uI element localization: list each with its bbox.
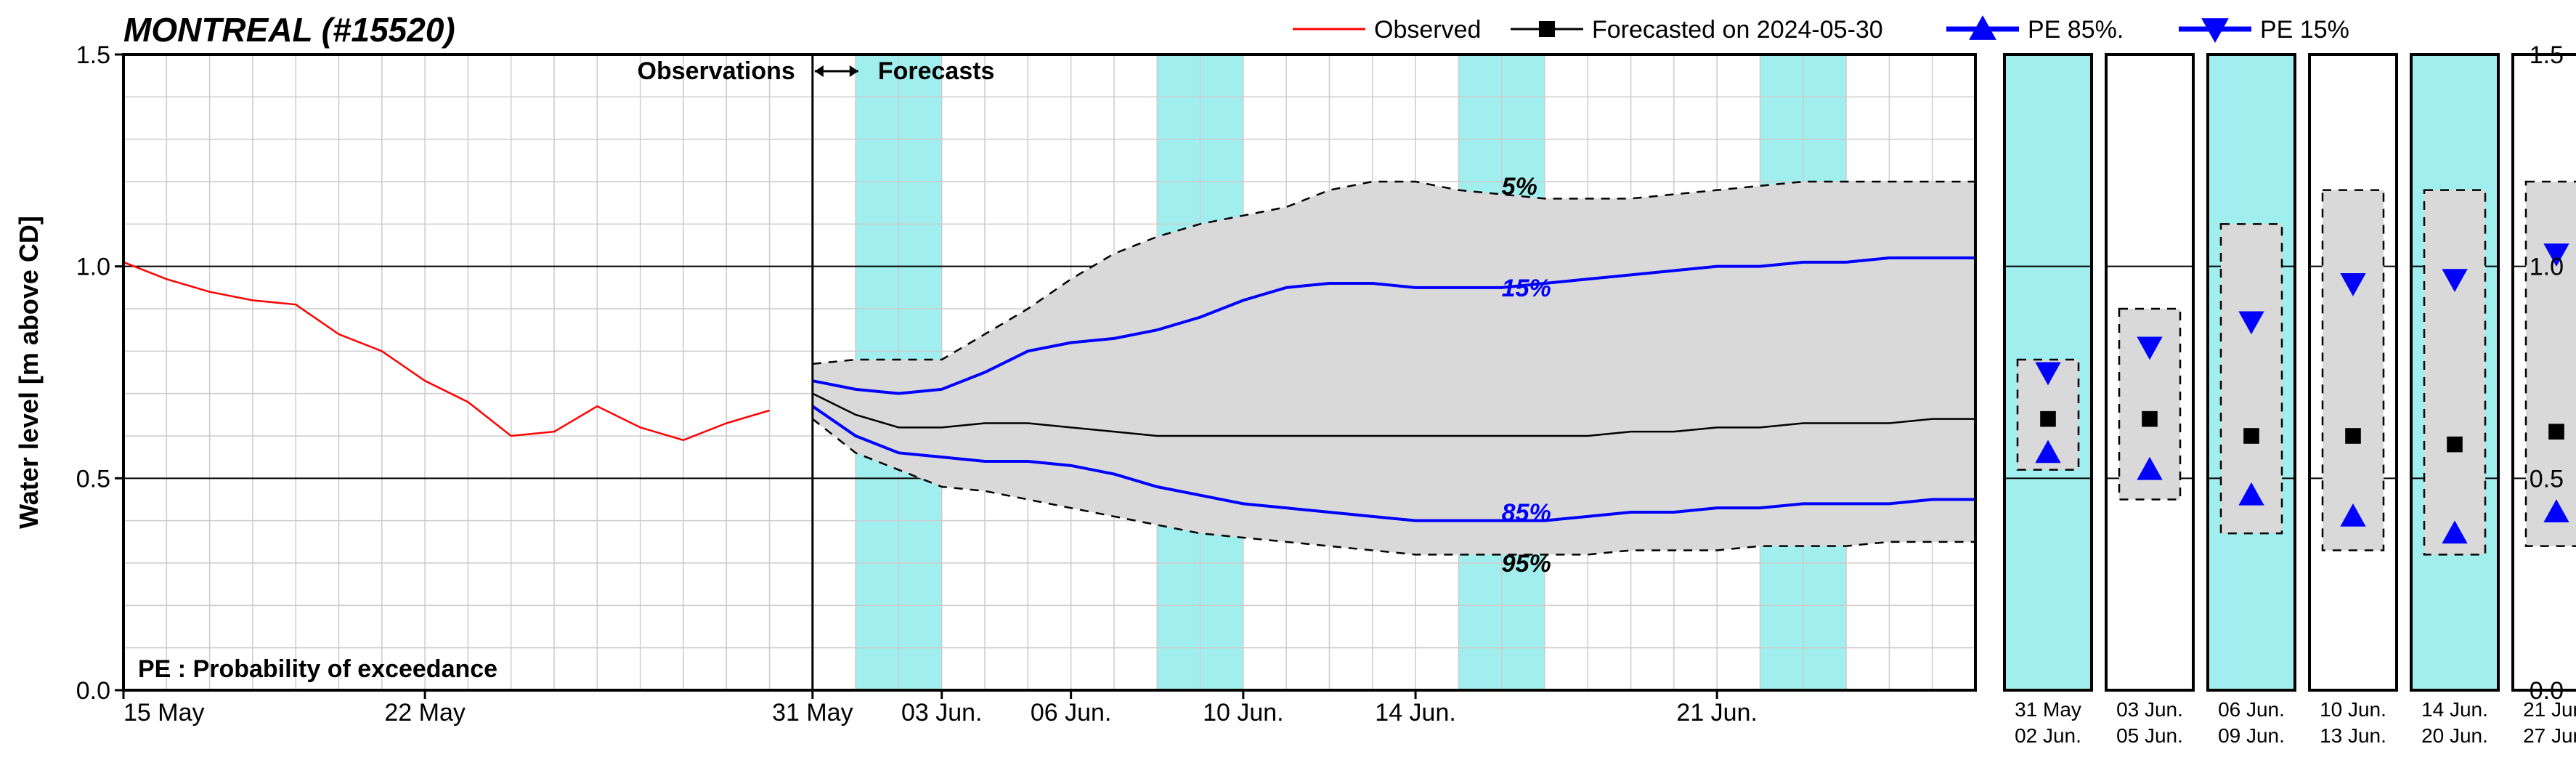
weekly-box bbox=[2323, 190, 2384, 551]
p15-label: 15% bbox=[1502, 275, 1551, 302]
xtick-label: 21 Jun. bbox=[1676, 699, 1758, 727]
weekly-label-bot: 27 Jun. bbox=[2523, 724, 2576, 747]
y-axis-label: Water level [m above CD] bbox=[14, 216, 44, 529]
weekly-label-top: 10 Jun. bbox=[2320, 698, 2386, 721]
p5-label: 5% bbox=[1502, 173, 1537, 201]
chart-svg: 0.0 0.5 1.0 1.5 Water level [m above CD] 15 M… bbox=[0, 0, 2576, 781]
legend-pe85: PE 85%. bbox=[2028, 16, 2124, 44]
weekly-label-top: 06 Jun. bbox=[2218, 698, 2285, 721]
weekly-label-top: 14 Jun. bbox=[2421, 698, 2488, 721]
xtick-label: 15 May bbox=[123, 699, 205, 727]
xtick-label: 14 Jun. bbox=[1375, 699, 1456, 727]
ytick-label-right: 1.0 bbox=[2530, 254, 2564, 281]
weekly-box bbox=[2424, 190, 2485, 555]
ytick-label-right: 0.0 bbox=[2530, 677, 2564, 705]
weekly-label-bot: 13 Jun. bbox=[2320, 724, 2386, 747]
chart-title: MONTREAL (#15520) bbox=[123, 11, 455, 49]
weekly-label-bot: 02 Jun. bbox=[2015, 724, 2081, 747]
xtick-label: 06 Jun. bbox=[1031, 699, 1112, 727]
ytick-label: 0.5 bbox=[76, 465, 110, 493]
ytick-label: 0.0 bbox=[76, 677, 110, 705]
pe-note: PE : Probability of exceedance bbox=[138, 655, 497, 683]
legend-forecasted: Forecasted on 2024-05-30 bbox=[1592, 16, 1883, 44]
ytick-label-right: 1.5 bbox=[2530, 41, 2564, 69]
p85-label: 85% bbox=[1502, 499, 1551, 527]
ytick-label: 1.0 bbox=[76, 254, 110, 281]
p95-label: 95% bbox=[1502, 550, 1551, 578]
ytick-label: 1.5 bbox=[76, 41, 110, 69]
xtick-label: 10 Jun. bbox=[1203, 699, 1284, 727]
weekly-label-bot: 20 Jun. bbox=[2421, 724, 2488, 747]
weekly-label-top: 03 Jun. bbox=[2116, 698, 2183, 721]
observations-label: Observations bbox=[638, 57, 795, 85]
legend-pe15: PE 15% bbox=[2260, 16, 2349, 44]
xtick-label: 22 May bbox=[384, 699, 466, 727]
chart-container: { "title": "MONTREAL (#15520)", "title_f… bbox=[0, 0, 2576, 781]
weekly-label-top: 31 May bbox=[2015, 698, 2081, 721]
forecasts-label: Forecasts bbox=[878, 57, 995, 85]
xtick-label: 03 Jun. bbox=[901, 699, 983, 727]
weekly-label-bot: 05 Jun. bbox=[2116, 724, 2183, 747]
legend-observed: Observed bbox=[1374, 16, 1481, 44]
ytick-label-right: 0.5 bbox=[2530, 465, 2564, 493]
xtick-label: 31 May bbox=[772, 699, 853, 727]
weekly-label-bot: 09 Jun. bbox=[2218, 724, 2285, 747]
